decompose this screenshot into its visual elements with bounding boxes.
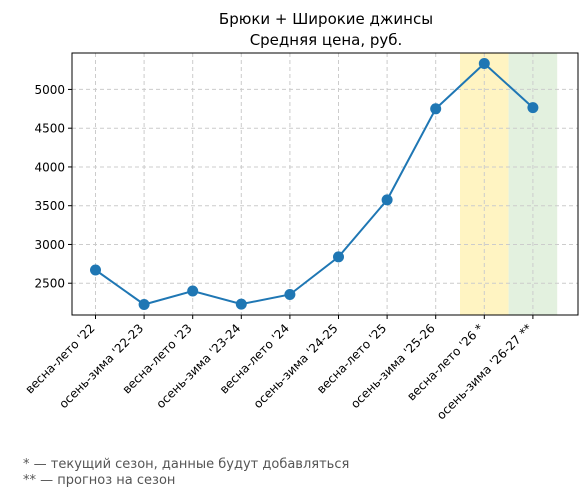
data-point-3 bbox=[235, 298, 247, 310]
x-tick-label-7: осень-зима '25-26 bbox=[348, 321, 438, 411]
data-point-0 bbox=[90, 264, 101, 276]
data-point-8 bbox=[478, 57, 490, 69]
x-tick-label-9: осень-зима '26-27 ** bbox=[434, 321, 535, 422]
y-tick-label-5: 5000 bbox=[34, 83, 65, 97]
y-tick-label-0: 2500 bbox=[34, 277, 65, 291]
x-tick-label-5: осень-зима '24-25 bbox=[251, 321, 341, 411]
data-point-9 bbox=[527, 102, 539, 114]
series-line-0 bbox=[94, 62, 534, 306]
data-point-2 bbox=[187, 285, 199, 297]
highlight-band-0 bbox=[460, 53, 509, 315]
y-tick-label-1: 3000 bbox=[34, 238, 65, 252]
footnote-forecast: ** — прогноз на сезон bbox=[23, 473, 176, 488]
footnote-current-season: * — текущий сезон, данные будут добавлят… bbox=[23, 457, 350, 472]
chart-title: Брюки + Широкие джинсы bbox=[219, 10, 433, 28]
y-tick-label-3: 4000 bbox=[34, 160, 65, 174]
y-tick-label-4: 4500 bbox=[34, 122, 65, 136]
data-point-4 bbox=[284, 288, 296, 300]
y-tick-label-2: 3500 bbox=[34, 199, 65, 213]
chart-subtitle: Средняя цена, руб. bbox=[250, 31, 403, 49]
data-point-7 bbox=[430, 103, 442, 115]
plot-frame bbox=[71, 52, 579, 316]
data-point-5 bbox=[333, 251, 344, 263]
x-tick-label-3: осень-зима '23-24 bbox=[154, 321, 244, 411]
data-point-1 bbox=[138, 299, 150, 311]
x-tick-label-1: осень-зима '22-23 bbox=[56, 321, 146, 411]
data-point-6 bbox=[381, 194, 393, 206]
